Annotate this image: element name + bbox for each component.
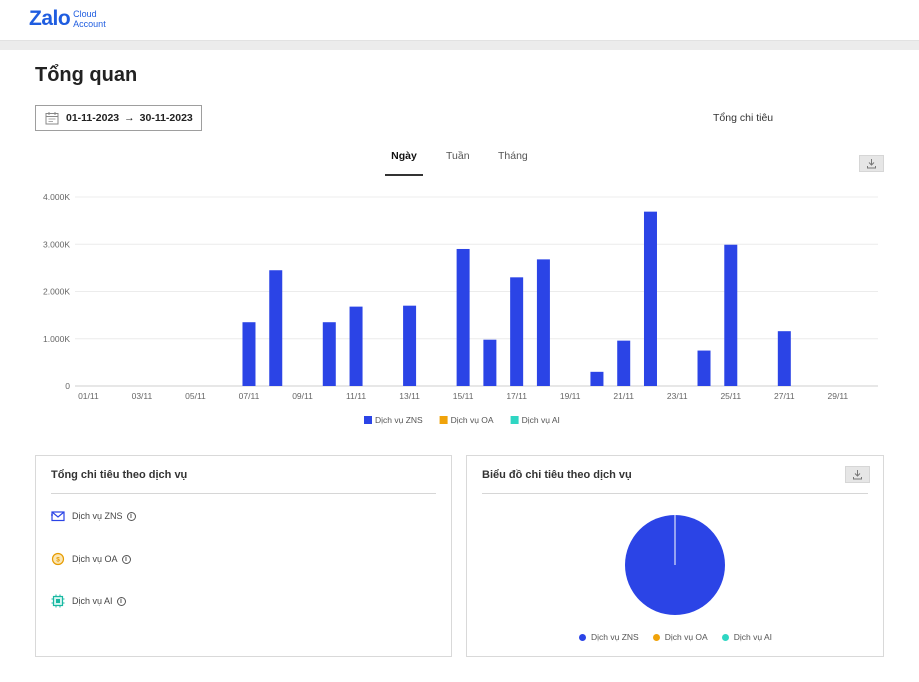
service-row-zns: Dịch vụ ZNS i xyxy=(51,509,136,523)
x-tick-label: 09/11 xyxy=(292,391,313,401)
bar-zns-13-11[interactable] xyxy=(403,305,417,386)
bar-zns-22-11[interactable] xyxy=(643,211,657,386)
x-tick-label: 13/11 xyxy=(399,391,420,401)
legend-label: Dịch vụ OA xyxy=(664,632,708,642)
legend-label: Dịch vụ ZNS xyxy=(591,632,639,642)
spend-pie-title: Biểu đồ chi tiêu theo dịch vụ xyxy=(482,469,632,481)
x-tick-label: 27/11 xyxy=(774,391,795,401)
logo-text: Zalo xyxy=(29,7,71,30)
bar-zns-17-11[interactable] xyxy=(510,277,524,386)
download-icon xyxy=(853,470,862,480)
x-tick-label: 03/11 xyxy=(132,391,153,401)
legend-dot xyxy=(652,633,660,641)
service-row-oa: $ Dịch vụ OA i xyxy=(51,552,131,566)
date-arrow: → xyxy=(124,112,135,124)
bar-zns-18-11[interactable] xyxy=(536,259,550,386)
pie-legend-item[interactable]: Dịch vụ AI xyxy=(721,632,772,642)
logo-sub-account: Account xyxy=(73,19,106,29)
logo-sub-cloud: Cloud xyxy=(73,9,97,19)
bar-zns-10-11[interactable] xyxy=(322,322,336,386)
date-end: 30-11-2023 xyxy=(139,112,193,124)
oa-coin-icon: $ xyxy=(51,552,65,566)
chip-icon xyxy=(51,594,65,608)
bar-zns-21-11[interactable] xyxy=(617,340,631,386)
download-icon xyxy=(867,159,876,169)
x-tick-label: 17/11 xyxy=(506,391,527,401)
logo-subtext: Cloud Account xyxy=(73,9,106,29)
pie-legend: Dịch vụ ZNS Dịch vụ OA Dịch vụ AI xyxy=(579,632,786,642)
service-label-zns: Dịch vụ ZNS xyxy=(72,511,123,521)
x-tick-label: 01/11 xyxy=(78,391,99,401)
info-icon[interactable]: i xyxy=(121,554,131,564)
spend-by-service-card: Tổng chi tiêu theo dịch vụ Dịch vụ ZNS i… xyxy=(35,455,452,657)
zalo-cloud-logo[interactable]: Zalo Cloud Account xyxy=(29,7,106,31)
bar-zns-08-11[interactable] xyxy=(269,270,283,386)
svg-text:$: $ xyxy=(56,557,60,564)
x-tick-label: 05/11 xyxy=(185,391,206,401)
spend-by-service-title: Tổng chi tiêu theo dịch vụ xyxy=(51,469,188,481)
pie-legend-item[interactable]: Dịch vụ OA xyxy=(652,632,708,642)
date-start: 01-11-2023 xyxy=(66,112,120,124)
y-tick-label: 0 xyxy=(65,381,70,391)
bar-zns-27-11[interactable] xyxy=(777,331,791,386)
service-spend-pie-chart xyxy=(625,515,725,615)
bar-zns-16-11[interactable] xyxy=(483,339,497,386)
legend-swatch xyxy=(510,416,519,424)
chart-download-button[interactable] xyxy=(859,155,884,172)
legend-label[interactable]: Dịch vụ OA xyxy=(451,415,494,425)
card-divider xyxy=(482,493,868,494)
pie-legend-item[interactable]: Dịch vụ ZNS xyxy=(579,632,639,642)
daily-spend-bar-chart: 0 1.000K 2.000K 3.000K 4.000K 01/11 03/11 05/11… xyxy=(43,192,878,425)
pie-download-button[interactable] xyxy=(845,466,870,483)
header-divider xyxy=(0,40,919,50)
legend-dot xyxy=(721,633,729,641)
bar-zns-11-11[interactable] xyxy=(349,306,363,386)
mail-icon xyxy=(51,509,65,523)
spend-pie-card: Biểu đồ chi tiêu theo dịch vụ Dịch vụ ZN… xyxy=(466,455,884,657)
date-range-picker[interactable]: 01-11-2023 → 30-11-2023 xyxy=(35,105,202,131)
legend-swatch xyxy=(439,416,448,424)
y-tick-label: 3.000K xyxy=(43,239,70,249)
tab-week[interactable]: Tuần xyxy=(446,150,470,162)
bar-zns-15-11[interactable] xyxy=(456,248,470,386)
y-tick-label: 2.000K xyxy=(43,287,70,297)
x-tick-label: 23/11 xyxy=(667,391,688,401)
calendar-icon xyxy=(45,112,59,125)
service-label-ai: Dịch vụ AI xyxy=(72,596,113,606)
tab-month[interactable]: Tháng xyxy=(498,150,528,162)
service-label-oa: Dịch vụ OA xyxy=(72,554,118,564)
info-icon[interactable]: i xyxy=(126,511,136,521)
info-icon[interactable]: i xyxy=(116,596,126,606)
bar-zns-20-11[interactable] xyxy=(590,371,604,386)
legend-label[interactable]: Dịch vụ AI xyxy=(522,415,560,425)
legend-label[interactable]: Dịch vụ ZNS xyxy=(375,415,423,425)
x-tick-label: 21/11 xyxy=(613,391,634,401)
period-tabs: Ngày Tuần Tháng xyxy=(385,150,528,176)
x-tick-label: 19/11 xyxy=(560,391,581,401)
bar-zns-25-11[interactable] xyxy=(724,244,738,386)
x-tick-label: 29/11 xyxy=(828,391,849,401)
y-tick-label: 4.000K xyxy=(43,192,70,202)
x-tick-label: 25/11 xyxy=(720,391,741,401)
legend-label: Dịch vụ AI xyxy=(733,632,772,642)
legend-dot xyxy=(579,633,586,641)
card-divider xyxy=(51,493,436,494)
x-tick-label: 07/11 xyxy=(239,391,260,401)
service-row-ai: Dịch vụ AI i xyxy=(51,594,126,608)
top-bar: Zalo Cloud Account xyxy=(0,0,919,40)
legend-swatch xyxy=(364,416,372,424)
bar-zns-24-11[interactable] xyxy=(697,350,711,386)
x-tick-label: 11/11 xyxy=(346,391,366,401)
bar-zns-07-11[interactable] xyxy=(242,322,256,386)
y-tick-label: 1.000K xyxy=(43,334,70,344)
x-tick-label: 15/11 xyxy=(453,391,474,401)
total-spend-label: Tổng chi tiêu xyxy=(713,112,774,124)
tab-day[interactable]: Ngày xyxy=(385,150,423,176)
page-title: Tổng quan xyxy=(35,64,138,86)
